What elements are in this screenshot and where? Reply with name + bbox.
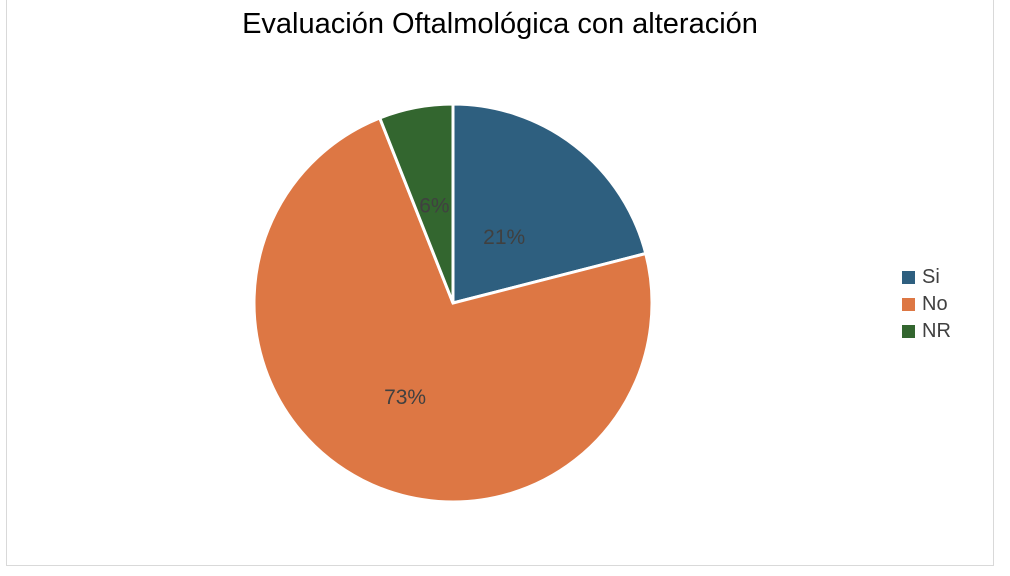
pie-slice-si [451,102,648,305]
legend-swatch-nr [902,325,915,338]
pie-slice-nr [377,102,455,304]
legend-item-si: Si [902,264,951,291]
pie-slice-no [252,116,654,504]
data-label-no: 73% [384,386,426,409]
data-label-nr: 6% [419,194,449,217]
legend-swatch-no [902,298,915,311]
legend-item-nr: NR [902,318,951,345]
data-label-si: 21% [483,226,525,249]
legend-swatch-si [902,271,915,284]
legend: Si No NR [902,264,951,345]
legend-label-si: Si [922,266,940,288]
legend-label-nr: NR [922,320,951,342]
legend-label-no: No [922,293,948,315]
chart-title: Evaluación Oftalmológica con alteración [242,8,758,40]
legend-item-no: No [902,291,951,318]
